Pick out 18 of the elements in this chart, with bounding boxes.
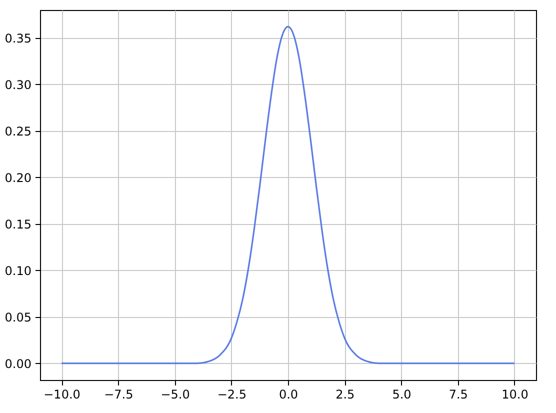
x-tick-label: 10.0 xyxy=(502,388,528,402)
x-tick-label: −7.5 xyxy=(104,388,134,402)
x-tick-label: 0.0 xyxy=(278,388,298,402)
x-tick-label: 7.5 xyxy=(448,388,468,402)
y-tick-label: 0.10 xyxy=(4,264,32,278)
y-tick-label: 0.30 xyxy=(4,78,32,92)
y-tick-label: 0.35 xyxy=(4,31,32,46)
x-tick-label: −10.0 xyxy=(44,388,80,402)
x-tick-label: 5.0 xyxy=(392,388,412,402)
x-tick-label: 2.5 xyxy=(336,388,355,402)
x-tick-label: −5.0 xyxy=(160,388,190,402)
line-series xyxy=(60,26,516,364)
y-tick-label: 0.20 xyxy=(4,170,32,185)
x-tick-label: −2.5 xyxy=(217,388,246,402)
y-tick-label: 0.00 xyxy=(4,356,32,371)
y-tick-label: 0.25 xyxy=(4,124,32,138)
y-tick-label: 0.05 xyxy=(4,310,32,324)
y-tick-label: 0.15 xyxy=(4,217,32,232)
